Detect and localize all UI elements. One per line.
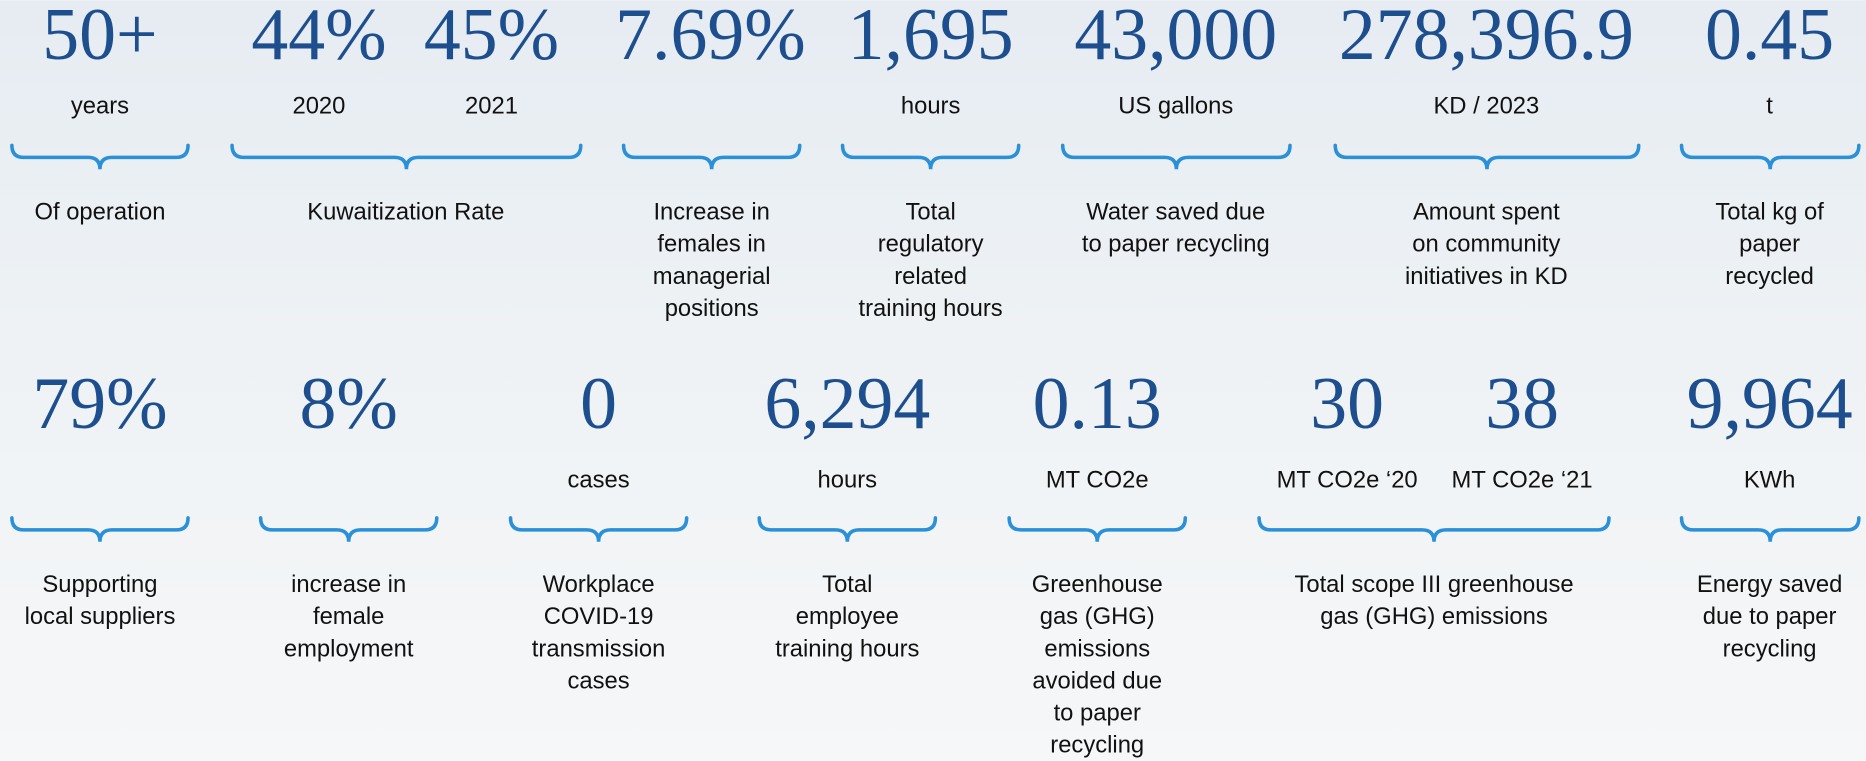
- stat-description: to paper recycling: [1082, 231, 1270, 258]
- stat-description: managerial: [653, 263, 771, 290]
- stat-unit: MT CO2e ‘20: [1277, 466, 1418, 493]
- stat-description: cases: [568, 667, 630, 694]
- stat-value: 8%: [300, 362, 398, 444]
- stat-description: Total kg of: [1715, 199, 1824, 226]
- stat-unit: hours: [818, 466, 878, 493]
- stat-unit: cases: [568, 466, 630, 493]
- stat-description: training hours: [859, 295, 1003, 322]
- stat-description: paper: [1739, 231, 1800, 258]
- stat-value: 43,000: [1074, 0, 1277, 75]
- stat-description: Supporting: [42, 571, 157, 598]
- stat-unit: t: [1766, 93, 1773, 120]
- stat-description: employment: [284, 635, 414, 662]
- stat-unit: 2020: [292, 93, 345, 120]
- stat-description: Greenhouse: [1032, 571, 1163, 598]
- stat-description: Kuwaitization Rate: [307, 199, 504, 226]
- stat-description: transmission: [532, 635, 666, 662]
- stat-value: 50+: [42, 0, 157, 75]
- stat-unit: US gallons: [1118, 93, 1233, 120]
- stat-value: 79%: [32, 362, 167, 444]
- stat-description: Total: [905, 199, 955, 226]
- stat-description: increase in: [291, 571, 406, 598]
- stat-unit: KD / 2023: [1433, 93, 1539, 120]
- stat-description: recycling: [1723, 635, 1817, 662]
- stat-description: emissions: [1044, 635, 1150, 662]
- stat-description: regulatory: [878, 231, 984, 258]
- stat-value: 278,396.9: [1339, 0, 1634, 75]
- stat-description: females in: [657, 231, 765, 258]
- stat-description: recycling: [1050, 732, 1144, 759]
- stat-description: local suppliers: [25, 603, 176, 630]
- stat-description: female: [313, 603, 384, 630]
- stat-description: related: [894, 263, 967, 290]
- stat-unit: hours: [901, 93, 961, 120]
- stat-description: Energy saved: [1697, 571, 1843, 598]
- stat-value: 38: [1485, 362, 1559, 444]
- stat-description: avoided due: [1032, 667, 1162, 694]
- stat-description: Total: [822, 571, 872, 598]
- stat-description: gas (GHG): [1040, 603, 1155, 630]
- stat-unit: MT CO2e ‘21: [1452, 466, 1593, 493]
- stat-description: on community: [1412, 231, 1560, 258]
- stat-value: 1,695: [848, 0, 1014, 75]
- stat-description: gas (GHG) emissions: [1320, 603, 1548, 630]
- stat-value: 0.45: [1705, 0, 1834, 75]
- stat-description: Total scope III greenhouse: [1294, 571, 1573, 598]
- stat-description: employee: [796, 603, 899, 630]
- infographic: 50+ years Of operation 44% 2020 45% 2021 Kuwait…: [0, 0, 1866, 761]
- stat-value: 6,294: [764, 362, 930, 444]
- stat-description: due to paper: [1703, 603, 1837, 630]
- stat-unit: years: [71, 93, 129, 120]
- stat-value: 9,964: [1687, 362, 1853, 444]
- stat-description: initiatives in KD: [1405, 263, 1568, 290]
- stat-value: 45%: [424, 0, 559, 75]
- stat-description: Of operation: [34, 199, 165, 226]
- stat-description: training hours: [775, 635, 919, 662]
- stat-description: Amount spent: [1413, 199, 1560, 226]
- stat-description: Workplace: [543, 571, 655, 598]
- stat-value: 7.69%: [615, 0, 806, 75]
- stat-description: to paper: [1054, 700, 1141, 727]
- stat-value: 0.13: [1033, 362, 1162, 444]
- stat-description: Increase in: [653, 199, 769, 226]
- stat-value: 30: [1310, 362, 1384, 444]
- stat-description: positions: [665, 295, 759, 322]
- stat-description: COVID-19: [544, 603, 654, 630]
- stat-unit: 2021: [465, 93, 518, 120]
- stat-description: recycled: [1725, 263, 1814, 290]
- stat-description: Water saved due: [1086, 199, 1265, 226]
- stat-unit: KWh: [1744, 466, 1796, 493]
- stat-unit: MT CO2e: [1046, 466, 1149, 493]
- page: 50+ years Of operation 44% 2020 45% 2021 Kuwait…: [0, 0, 1866, 761]
- stat-value: 44%: [251, 0, 386, 75]
- stat-value: 0: [580, 362, 617, 444]
